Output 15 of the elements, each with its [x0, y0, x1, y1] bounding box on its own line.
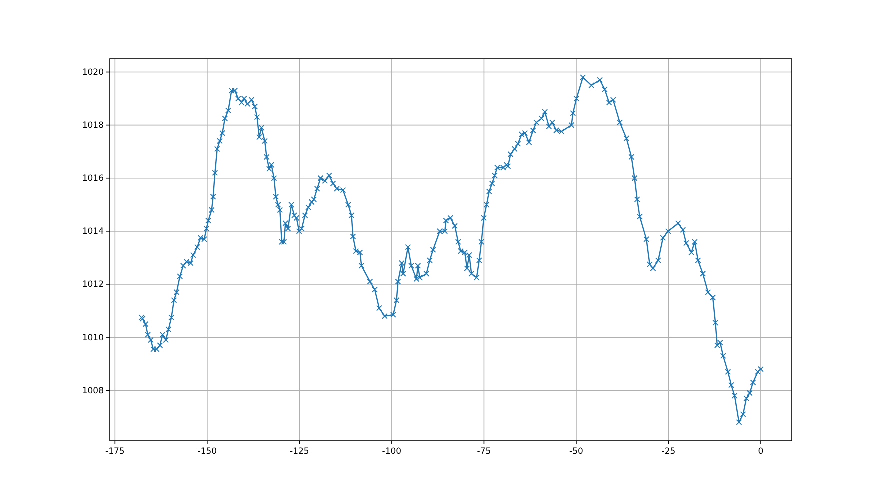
y-tick-label: 1018: [82, 121, 104, 132]
y-tick-label: 1012: [82, 280, 104, 290]
y-tick-label: 1020: [82, 68, 104, 78]
y-tick-label: 1014: [82, 227, 104, 238]
y-tick-label: 1016: [82, 174, 104, 184]
y-tick-label: 1008: [82, 386, 104, 396]
x-tick-label: -25: [662, 447, 676, 457]
x-tick-label: -125: [290, 447, 310, 457]
x-tick-label: -150: [198, 447, 218, 457]
x-tick-label: -175: [106, 447, 125, 457]
y-tick-label: 1010: [82, 333, 104, 344]
x-tick-label: 0: [758, 447, 764, 457]
x-tick-label: -100: [382, 447, 402, 457]
x-tick-label: -50: [570, 447, 584, 457]
x-tick-label: -75: [477, 447, 492, 457]
